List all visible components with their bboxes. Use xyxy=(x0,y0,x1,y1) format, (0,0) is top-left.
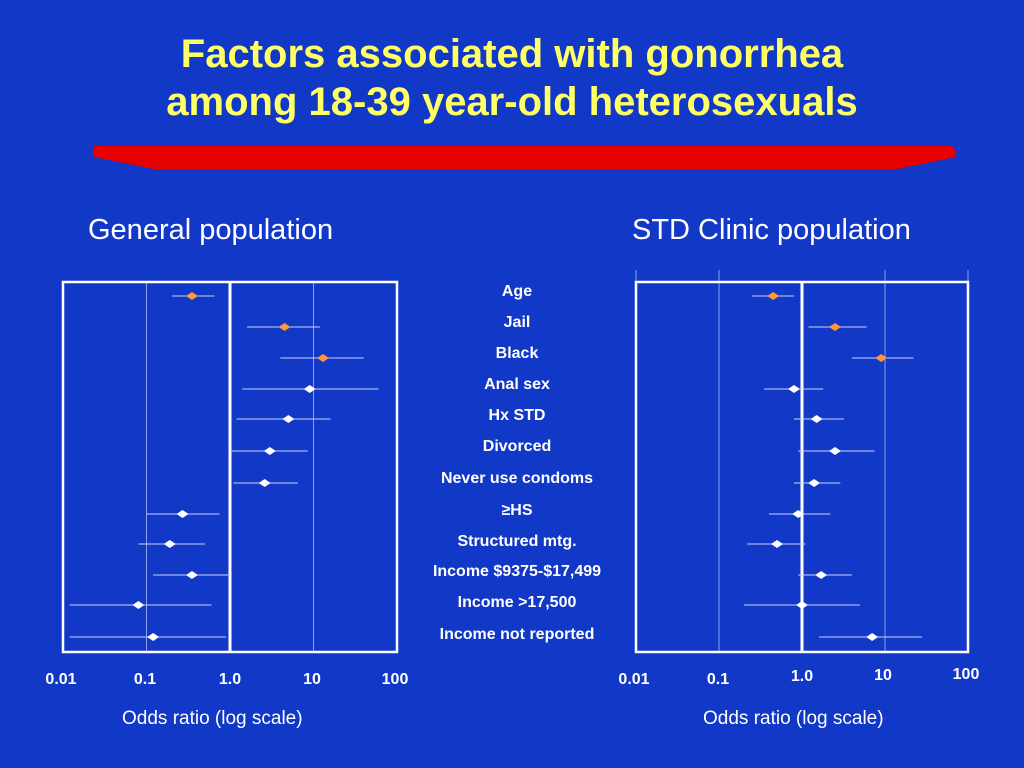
general-point-marker xyxy=(163,540,176,548)
category-label-divorced: Divorced xyxy=(482,438,552,455)
std-point-marker xyxy=(767,292,780,300)
general-point-marker xyxy=(147,633,160,641)
std-point-marker xyxy=(771,540,784,548)
std-clinic-population-title: STD Clinic population xyxy=(632,214,911,246)
std-x-tick-label: 10 xyxy=(874,667,892,684)
red-stripe xyxy=(94,146,956,169)
general-point-marker xyxy=(132,601,145,609)
general-x-tick-label: 10 xyxy=(303,671,321,688)
std-x-tick-label: 0.1 xyxy=(707,671,729,688)
slide-title: Factors associated with gonorrhea among … xyxy=(0,30,1024,126)
category-label-structured-mtg: Structured mtg. xyxy=(457,533,577,550)
std-point-marker xyxy=(815,571,828,579)
std-x-tick-label: 0.01 xyxy=(618,671,649,688)
general-x-tick-label: 100 xyxy=(382,671,409,688)
std-point-marker xyxy=(875,354,888,362)
general-point-marker xyxy=(278,323,291,331)
general-x-axis-label: Odds ratio (log scale) xyxy=(122,708,303,729)
std-point-marker xyxy=(829,447,842,455)
std-x-tick-label: 1.0 xyxy=(791,668,813,685)
general-point-marker xyxy=(282,415,295,423)
title-line-1: Factors associated with gonorrhea xyxy=(180,32,844,76)
general-x-tick-label: 0.01 xyxy=(45,671,76,688)
category-label-hx-std: Hx STD xyxy=(488,407,546,424)
general-x-tick-label: 0.1 xyxy=(134,671,156,688)
general-point-marker xyxy=(185,292,198,300)
std-point-marker xyxy=(810,415,823,423)
category-label-black: Black xyxy=(495,345,539,362)
std-point-marker xyxy=(796,601,808,609)
std-point-marker xyxy=(792,510,805,518)
general-point-marker xyxy=(263,447,276,455)
std-x-tick-label: 100 xyxy=(953,666,980,683)
category-label-income-9375-17499: Income $9375-$17,499 xyxy=(432,563,602,580)
category-label-anal-sex: Anal sex xyxy=(484,376,550,393)
title-underline-stripe xyxy=(94,146,956,169)
general-x-tick-label: 1.0 xyxy=(219,671,241,688)
general-point-marker xyxy=(303,385,316,393)
category-label-jail: Jail xyxy=(503,314,531,331)
std-point-marker xyxy=(866,633,879,641)
std-point-marker xyxy=(829,323,842,331)
category-label-income-over-17500: Income >17,500 xyxy=(457,594,577,611)
general-population-title: General population xyxy=(88,214,334,246)
category-label-hs: ≥HS xyxy=(501,502,533,519)
general-point-marker xyxy=(176,510,189,518)
general-point-marker xyxy=(185,571,198,579)
category-label-never-use-condoms: Never use condoms xyxy=(440,470,594,487)
title-line-2: among 18-39 year-old heterosexuals xyxy=(166,80,858,124)
std-point-marker xyxy=(787,385,800,393)
std-x-axis-label: Odds ratio (log scale) xyxy=(703,708,884,729)
category-label-age: Age xyxy=(501,283,533,300)
std-point-marker xyxy=(808,479,821,487)
general-point-marker xyxy=(317,354,330,362)
category-label-income-not-reported: Income not reported xyxy=(439,626,595,643)
general-point-marker xyxy=(258,479,271,487)
